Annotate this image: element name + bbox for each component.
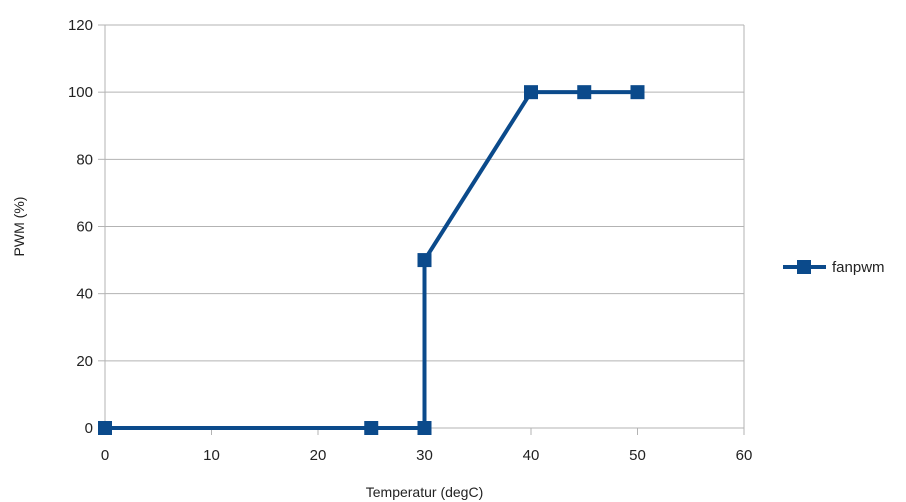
data-point [417,253,432,268]
x-axis-title: Temperatur (degC) [366,484,484,500]
x-tick-label: 40 [523,447,540,464]
data-point [98,421,112,435]
y-tick-label: 60 [76,219,93,236]
data-point [630,85,645,100]
y-tick-labels: 0 20 40 60 80 100 120 [68,17,93,437]
grid-lines [98,24,745,435]
legend-label: fanpwm [832,259,885,276]
y-tick-label: 20 [76,353,93,370]
y-tick-label: 100 [68,84,93,101]
data-point [577,85,592,100]
y-axis-title: PWM (%) [11,197,27,257]
x-tick-label: 50 [629,447,646,464]
series-line-fanpwm [105,90,638,430]
data-point [417,421,432,435]
x-tick-label: 60 [736,447,753,464]
legend-marker-swatch [797,260,811,274]
series-group [98,85,645,435]
x-tick-label: 0 [101,447,109,464]
x-tick-label: 30 [416,447,433,464]
x-tick-labels: 0 10 20 30 40 50 60 [101,447,753,464]
data-point [524,85,538,100]
y-tick-label: 40 [76,286,93,303]
y-tick-label: 80 [76,151,93,168]
y-tick-label: 0 [85,420,93,437]
y-tick-label: 120 [68,17,93,34]
x-tick-label: 20 [310,447,327,464]
data-point [364,421,379,435]
legend: fanpwm [783,259,885,276]
x-tick-label: 10 [203,447,220,464]
